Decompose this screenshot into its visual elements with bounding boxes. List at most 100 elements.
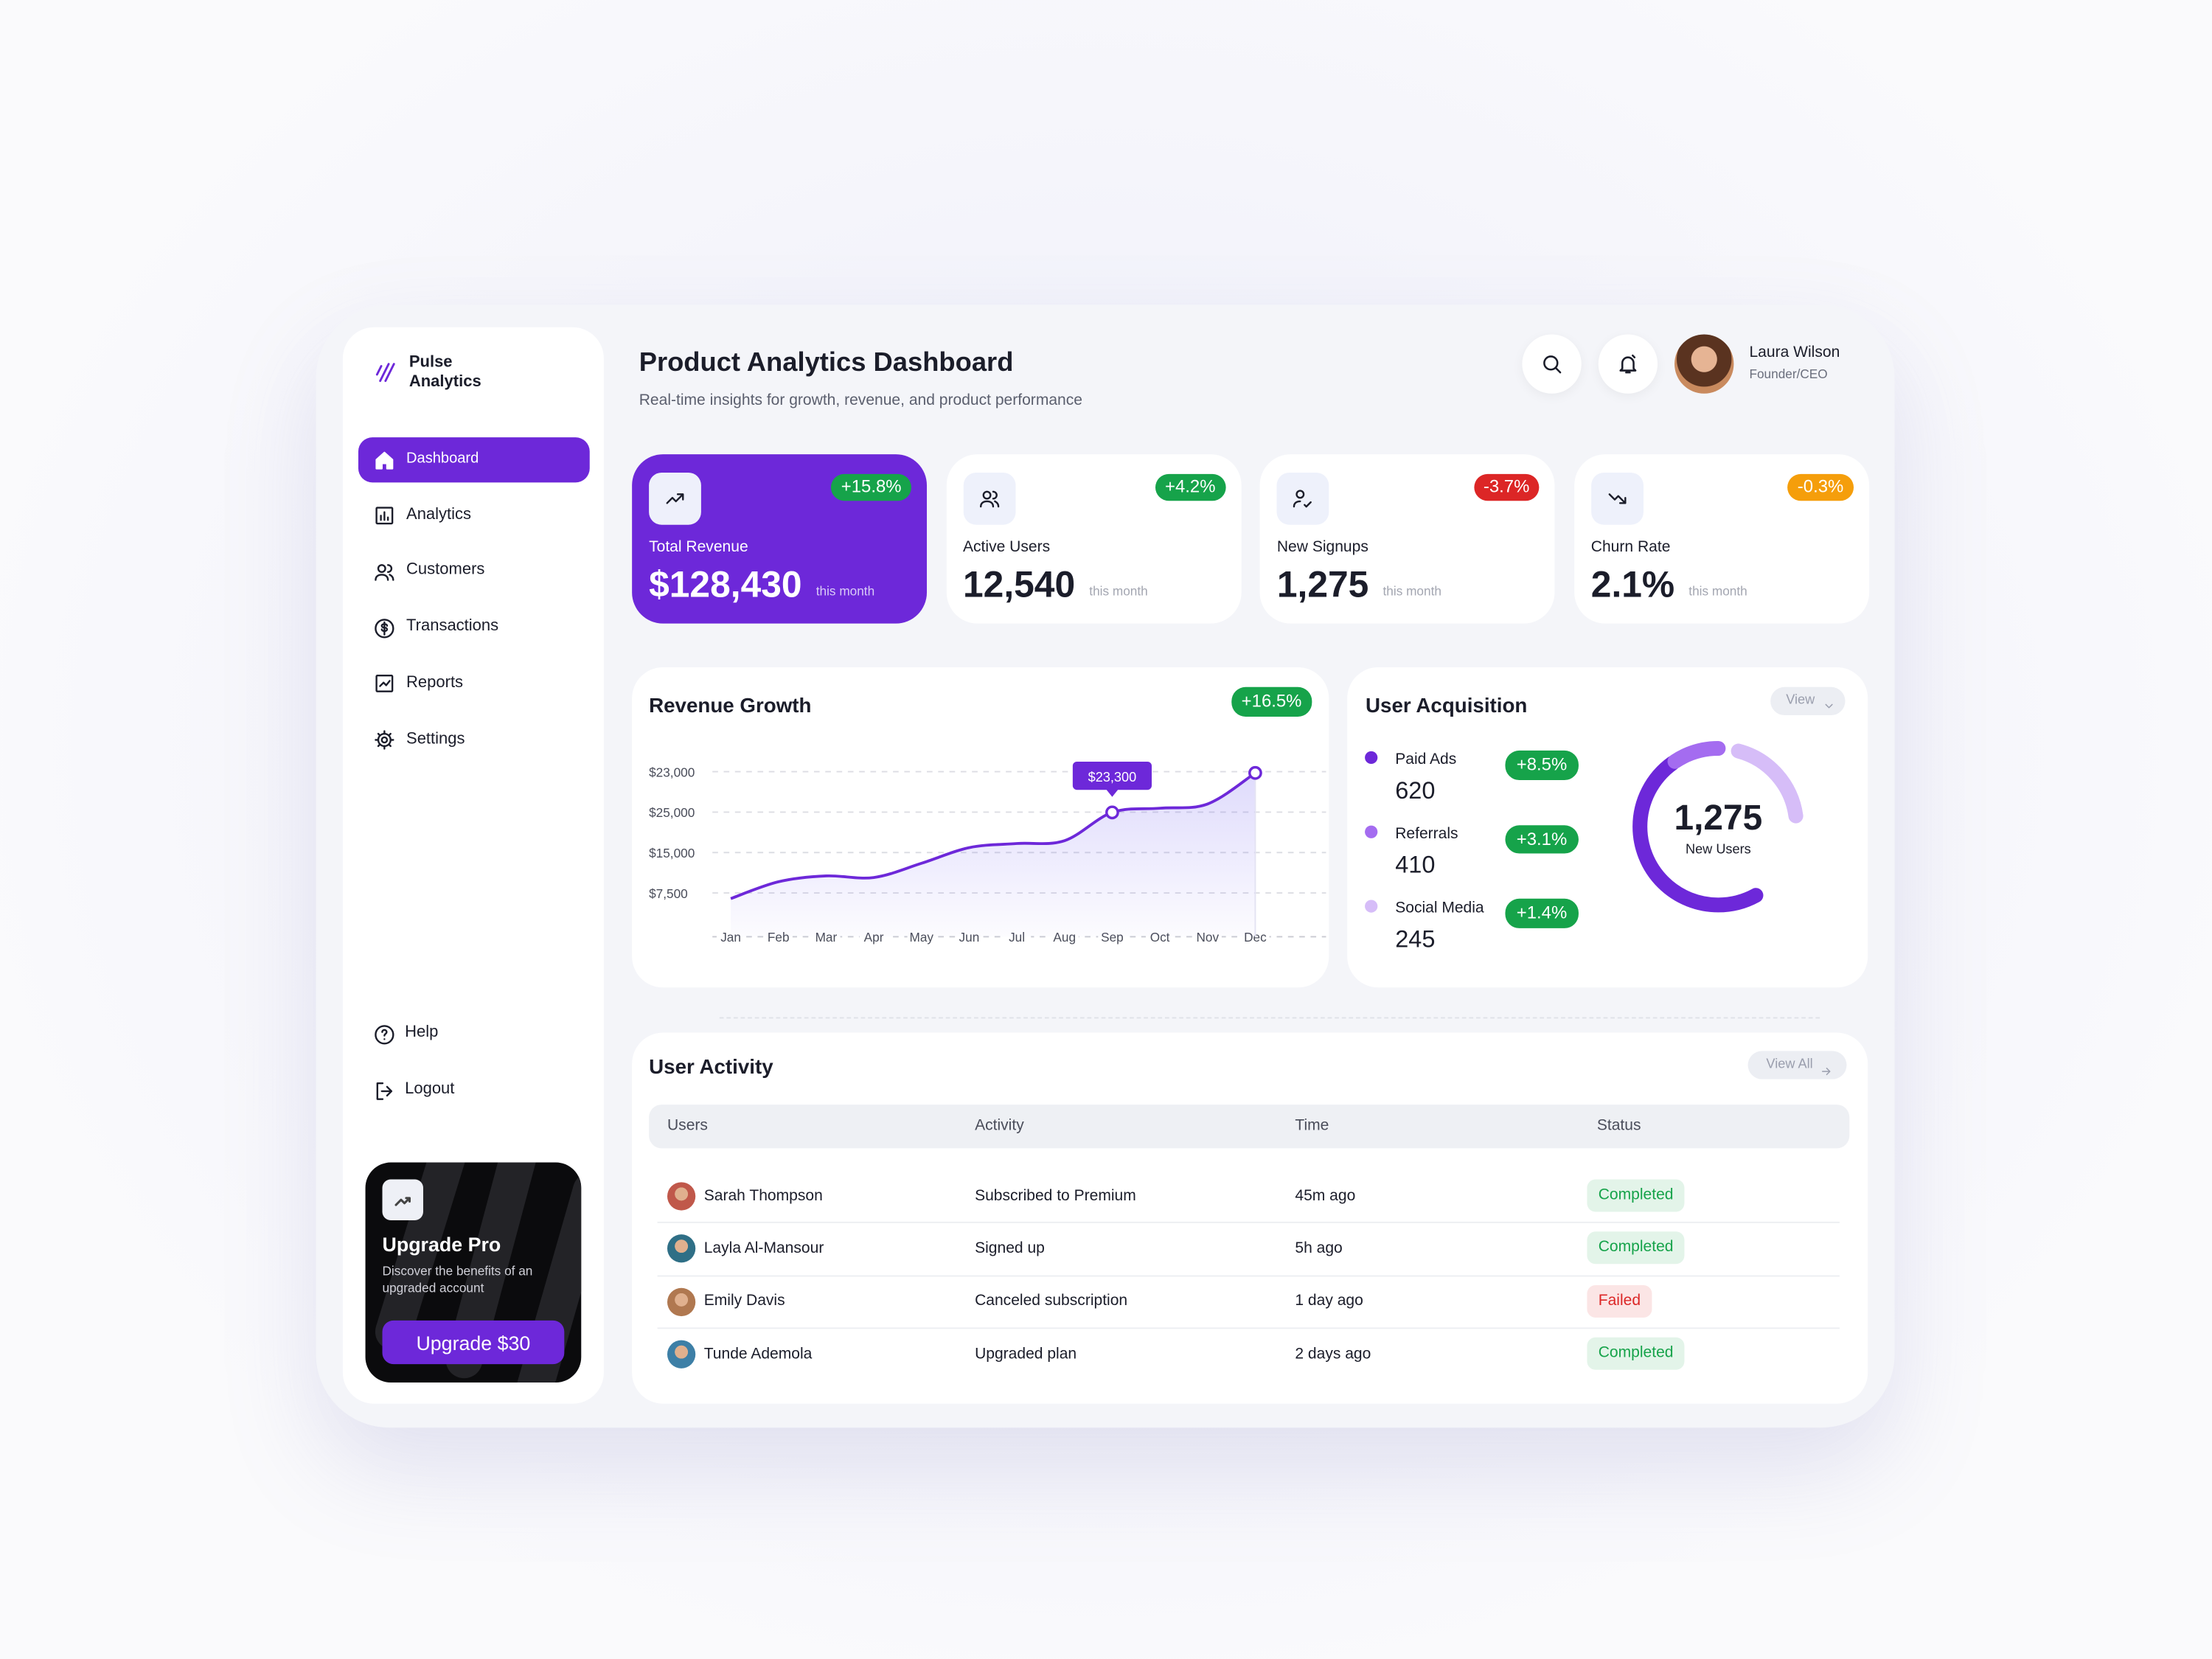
legend-value: 245 bbox=[1395, 926, 1435, 953]
nav-icon bbox=[374, 1023, 395, 1045]
time: 2 days ago bbox=[1295, 1345, 1371, 1363]
area bbox=[731, 773, 1256, 937]
divider bbox=[719, 1017, 1820, 1019]
kpi-label: Churn Rate bbox=[1590, 538, 1671, 556]
time: 45m ago bbox=[1295, 1187, 1356, 1204]
legend-label: Social Media bbox=[1395, 900, 1484, 917]
point bbox=[1105, 805, 1119, 820]
brand: Pulse Analytics bbox=[408, 354, 481, 391]
user-name: Layla Al-Mansour bbox=[703, 1239, 824, 1257]
nav-item[interactable]: Help bbox=[405, 1024, 439, 1041]
promo-title: Upgrade Pro bbox=[382, 1233, 501, 1256]
promo-icon bbox=[382, 1179, 423, 1220]
page-subtitle: Real-time insights for growth, revenue, … bbox=[639, 392, 1083, 409]
icon-button[interactable] bbox=[1598, 334, 1658, 394]
legend-dot bbox=[1365, 751, 1378, 765]
time: 5h ago bbox=[1295, 1239, 1343, 1257]
chevron bbox=[1823, 694, 1835, 709]
kpi-icon bbox=[1590, 472, 1644, 525]
nav-item[interactable]: Reports bbox=[406, 674, 464, 692]
y-label: $25,000 bbox=[649, 805, 695, 820]
kpi-label: Total Revenue bbox=[649, 538, 748, 556]
nav-icon bbox=[374, 1080, 395, 1102]
center-label: New Users bbox=[1686, 842, 1751, 857]
page-title: Product Analytics Dashboard bbox=[639, 348, 1014, 378]
user-name: Emily Davis bbox=[703, 1293, 785, 1310]
activity: Subscribed to Premium bbox=[975, 1187, 1136, 1204]
promo-text: Discover the benefits of an upgraded acc… bbox=[382, 1264, 533, 1295]
view-all-button[interactable]: View All bbox=[1747, 1051, 1847, 1079]
kpi-change: +15.8% bbox=[831, 473, 911, 501]
activity-card bbox=[632, 1032, 1868, 1404]
nav-icon bbox=[374, 505, 395, 526]
kpi-value: 1,275 bbox=[1276, 563, 1369, 605]
status: Failed bbox=[1587, 1284, 1652, 1318]
legend-label: Paid Ads bbox=[1395, 751, 1456, 768]
user-name: Tunde Ademola bbox=[703, 1345, 813, 1363]
kpi-change: +4.2% bbox=[1155, 473, 1225, 501]
donut-segment bbox=[1632, 740, 1804, 913]
nav-icon bbox=[374, 561, 395, 582]
kpi-period: this month bbox=[1089, 584, 1148, 599]
icon bbox=[1617, 352, 1640, 375]
row-separator bbox=[657, 1327, 1840, 1329]
table-title: User Activity bbox=[649, 1057, 773, 1079]
change-badge: +1.4% bbox=[1505, 899, 1579, 928]
nav-item[interactable]: Dashboard bbox=[406, 450, 479, 467]
nav-item[interactable]: Transactions bbox=[406, 618, 499, 636]
promo-button[interactable]: Upgrade $30 bbox=[382, 1320, 565, 1365]
legend-label: Referrals bbox=[1395, 825, 1458, 842]
nav-icon bbox=[374, 729, 395, 751]
tooltip-label: $23,300 bbox=[1088, 770, 1137, 785]
view-button[interactable]: View bbox=[1770, 686, 1846, 715]
time: 1 day ago bbox=[1295, 1293, 1363, 1310]
nav-item[interactable]: Logout bbox=[405, 1080, 455, 1098]
column-header: Status bbox=[1596, 1117, 1641, 1135]
y-label: $15,000 bbox=[649, 846, 695, 860]
user-name: Sarah Thompson bbox=[703, 1187, 823, 1204]
point bbox=[1248, 765, 1262, 780]
icon bbox=[1293, 488, 1314, 509]
kpi-value: 2.1% bbox=[1590, 563, 1675, 605]
activity: Signed up bbox=[975, 1239, 1045, 1257]
y-label: $7,500 bbox=[649, 886, 688, 901]
user-avatar bbox=[667, 1340, 696, 1369]
nav-item[interactable]: Customers bbox=[406, 562, 485, 580]
chart-card bbox=[1347, 667, 1868, 988]
nav-icon bbox=[374, 673, 395, 695]
kpi-label: New Signups bbox=[1276, 538, 1368, 556]
row-separator bbox=[657, 1275, 1840, 1277]
legend-value: 620 bbox=[1395, 777, 1435, 804]
icon bbox=[664, 488, 686, 509]
status: Completed bbox=[1587, 1179, 1685, 1212]
icon-button[interactable] bbox=[1522, 334, 1582, 394]
user-avatar bbox=[667, 1287, 696, 1316]
legend-dot bbox=[1365, 900, 1378, 913]
status: Completed bbox=[1587, 1232, 1685, 1265]
tooltip bbox=[1072, 761, 1152, 797]
kpi-change: -0.3% bbox=[1787, 473, 1854, 501]
center-value: 1,275 bbox=[1674, 799, 1763, 838]
icon bbox=[1607, 488, 1628, 509]
nav-icon bbox=[374, 449, 395, 470]
change-badge: +8.5% bbox=[1505, 750, 1579, 780]
nav-item[interactable]: Settings bbox=[406, 730, 465, 748]
arrow bbox=[1820, 1060, 1832, 1076]
user-role: Founder/CEO bbox=[1749, 366, 1828, 381]
column-header: Activity bbox=[975, 1117, 1024, 1135]
chart-title: Revenue Growth bbox=[649, 694, 811, 717]
activity: Upgraded plan bbox=[975, 1345, 1077, 1363]
activity: Canceled subscription bbox=[975, 1293, 1128, 1310]
nav-item[interactable]: Analytics bbox=[406, 506, 472, 524]
legend-value: 410 bbox=[1395, 852, 1435, 878]
column-header: Time bbox=[1295, 1117, 1329, 1135]
kpi-period: this month bbox=[815, 584, 875, 599]
kpi-change: -3.7% bbox=[1473, 473, 1540, 501]
icon bbox=[1540, 352, 1563, 375]
kpi-period: this month bbox=[1688, 584, 1747, 599]
table-header bbox=[649, 1105, 1850, 1149]
status: Completed bbox=[1587, 1338, 1685, 1371]
kpi-value: 12,540 bbox=[962, 563, 1076, 605]
